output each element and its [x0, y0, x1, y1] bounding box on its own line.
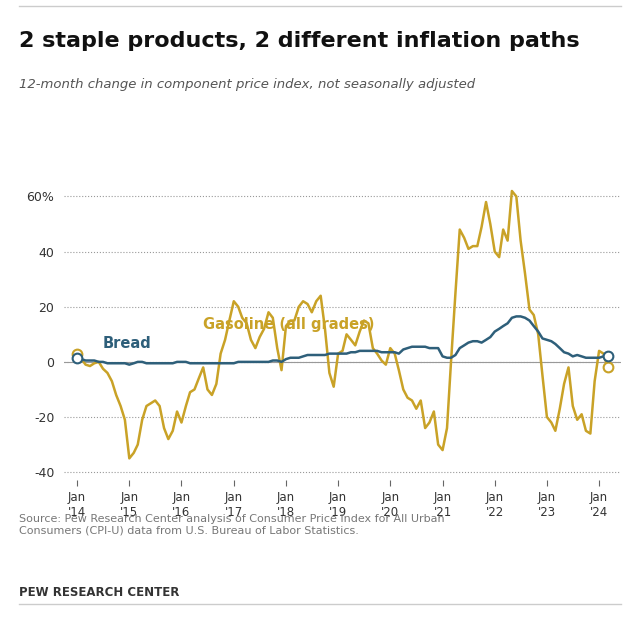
Text: PEW RESEARCH CENTER: PEW RESEARCH CENTER [19, 586, 180, 599]
Text: Source: Pew Research Center analysis of Consumer Price Index for All Urban
Consu: Source: Pew Research Center analysis of … [19, 514, 445, 536]
Text: 2 staple products, 2 different inflation paths: 2 staple products, 2 different inflation… [19, 31, 580, 51]
Text: Gasoline (all grades): Gasoline (all grades) [203, 317, 374, 332]
Text: 12-month change in component price index, not seasonally adjusted: 12-month change in component price index… [19, 78, 476, 91]
Text: Bread: Bread [103, 336, 152, 351]
